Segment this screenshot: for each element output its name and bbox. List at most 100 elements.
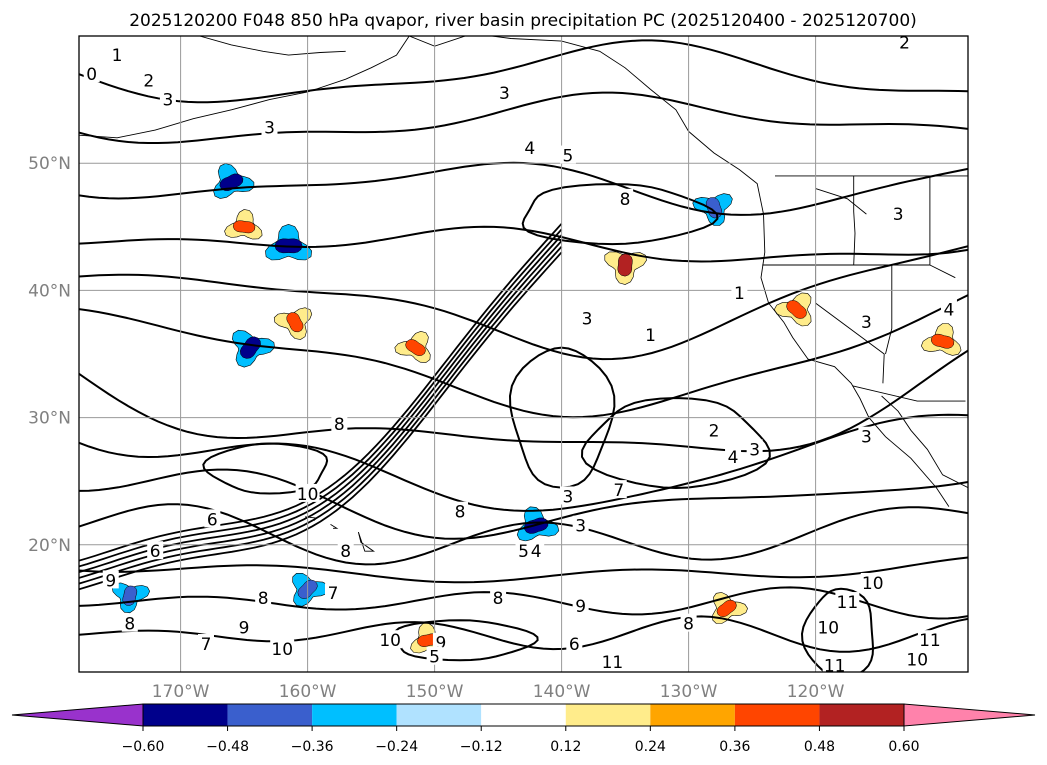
- precip-region-core: [286, 312, 304, 333]
- contour-label-bg: [109, 45, 126, 64]
- contour-label-bg: [490, 588, 507, 607]
- contour-label-bg: [579, 308, 595, 327]
- x-tick-labels: 170°W 160°W 150°W 140°W 130°W 120°W: [152, 682, 845, 702]
- contour-label-bg: [642, 324, 659, 343]
- contour-label-bg: [731, 282, 748, 301]
- contour-line: [79, 586, 968, 620]
- contour-label: 3: [893, 205, 904, 225]
- contour-label-bg: [835, 592, 860, 611]
- y-tick-label: 20°N: [28, 536, 71, 556]
- contour-line: [79, 615, 968, 653]
- contour-label: 5: [518, 542, 529, 562]
- contour-label: 11: [919, 631, 941, 651]
- contour-label-bg: [140, 70, 157, 89]
- contour-label: 8: [258, 589, 269, 609]
- y-tick-label: 40°N: [28, 281, 71, 301]
- contour-line: [79, 468, 968, 540]
- contour-label: 8: [683, 615, 694, 635]
- contour-line: [79, 245, 968, 361]
- contour-label: 7: [201, 635, 212, 655]
- precip-region: [224, 209, 263, 240]
- contour-label: 3: [861, 313, 872, 333]
- precip-region-core: [931, 333, 955, 349]
- coastline: [79, 36, 410, 139]
- contour-label: 8: [340, 542, 351, 562]
- contour-label: 6: [569, 635, 580, 655]
- contour-line: [79, 91, 968, 144]
- colorbar-tick-label: −0.36: [291, 739, 334, 755]
- contour-label: 4: [944, 300, 955, 320]
- colorbar-segment: [312, 704, 397, 726]
- precip-region: [111, 582, 151, 614]
- contour-label: 6: [207, 510, 218, 530]
- y-tick-label: 50°N: [28, 154, 71, 174]
- precip-region-core: [240, 336, 261, 359]
- contour-line: [79, 223, 563, 562]
- plot-frame: [78, 35, 969, 673]
- colorbar-tick-label: −0.48: [206, 739, 249, 755]
- contour-line: [79, 251, 563, 591]
- contour-label: 4: [524, 139, 535, 159]
- contour-label: 2: [709, 421, 720, 441]
- colorbar-tick-label: −0.24: [375, 739, 418, 755]
- contour-label-bg: [295, 483, 320, 502]
- colorbar-tick-label: 0.48: [804, 739, 835, 755]
- contour-label: 10: [271, 640, 293, 660]
- contour-label-bg: [515, 541, 532, 560]
- colorbar-over-extend: [903, 703, 1036, 727]
- coastline: [881, 395, 968, 489]
- precip-region: [773, 292, 812, 327]
- contour-label: 4: [728, 448, 739, 468]
- colorbar-tick-label: 0.24: [635, 739, 666, 755]
- contour-label-bg: [83, 64, 100, 83]
- x-tick-label: 160°W: [279, 682, 337, 702]
- contour-label-bg: [600, 651, 625, 670]
- y-tick-label: 30°N: [28, 409, 71, 429]
- contour-label-bg: [325, 583, 341, 602]
- contour-label: 10: [379, 631, 401, 651]
- contour-label-bg: [860, 572, 885, 591]
- colorbar: −0.60 −0.48 −0.36 −0.24 −0.12 0.12 0.24 0.36 0.4…: [11, 703, 1036, 755]
- contour-label: 8: [455, 503, 466, 523]
- precip-region: [604, 251, 647, 285]
- contour-line: [79, 294, 968, 419]
- precip-region-core: [232, 220, 256, 234]
- contour-label-bg: [204, 509, 221, 528]
- colorbar-segment: [819, 704, 904, 726]
- contour-label-bg: [255, 588, 272, 607]
- x-tick-label: 130°W: [660, 682, 718, 702]
- contour-label-bg: [452, 501, 468, 520]
- contour-label-bg: [725, 447, 742, 466]
- contour-label-bg: [706, 420, 722, 439]
- x-tick-label: 120°W: [787, 682, 845, 702]
- contour-label-bg: [905, 649, 930, 668]
- contour-label: 3: [264, 119, 275, 139]
- y-tick-labels: 20°N 30°N 40°N 50°N: [28, 154, 71, 556]
- contour-loop: [800, 587, 875, 672]
- contour-label-bg: [858, 312, 875, 331]
- contour-label: 10: [862, 574, 884, 594]
- contour-label-bg: [261, 117, 278, 136]
- contour-label-bg: [559, 486, 576, 505]
- contour-label-bg: [378, 630, 403, 649]
- colorbar-tick-label: −0.12: [460, 739, 503, 755]
- contour-line: [79, 413, 968, 512]
- contour-label-bg: [610, 480, 627, 499]
- contour-label: 10: [817, 618, 839, 638]
- contour-label: 8: [620, 190, 631, 210]
- contour-label: 5: [429, 648, 440, 668]
- contour-label: 9: [239, 618, 250, 638]
- contour-label: 2: [143, 72, 154, 92]
- contour-label-bg: [572, 595, 589, 614]
- contour-label-bg: [236, 617, 253, 636]
- contour-label-bg: [521, 137, 538, 156]
- contour-label-bg: [572, 515, 589, 534]
- contour-label: 11: [602, 653, 624, 673]
- contour-label: 1: [645, 326, 656, 346]
- contour-label: 6: [150, 542, 161, 562]
- contour-label-bg: [496, 83, 513, 102]
- contour-label: 2: [899, 33, 910, 53]
- contour-label: 3: [563, 487, 574, 507]
- contour-label: 11: [837, 593, 859, 613]
